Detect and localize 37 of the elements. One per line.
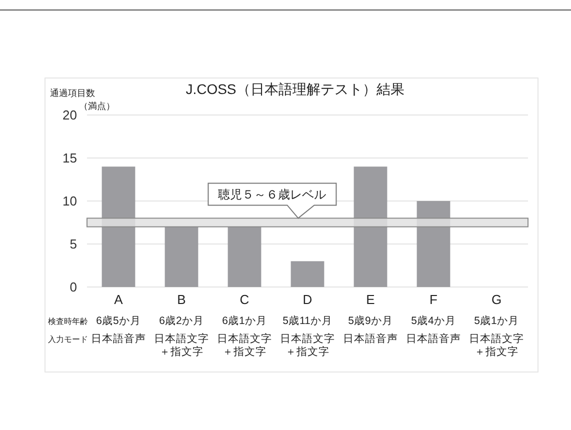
y-tick-label: 0	[70, 280, 77, 294]
text: 日本語文字＋指文字	[280, 332, 335, 358]
band-label: 聴児５～６歳レベル	[218, 188, 326, 202]
y-axis-title: 通過項目数	[50, 88, 95, 98]
x-tick-label: B	[177, 292, 186, 307]
x-tick-label: G	[491, 292, 502, 307]
bar	[228, 226, 262, 287]
x-tick-label: C	[240, 292, 250, 307]
y-tick-label: 20	[62, 108, 77, 122]
text: 日本語音声	[406, 332, 461, 345]
y-tick-label: 15	[62, 150, 77, 166]
x-tick-label: F	[430, 292, 438, 307]
bar	[354, 166, 388, 287]
bar	[164, 226, 198, 287]
y-tick-label: 10	[62, 194, 77, 208]
text: 5歳11か月	[282, 314, 332, 327]
text: （満点）	[79, 101, 115, 111]
text: 入力モード	[48, 335, 88, 344]
text: 6歳5か月	[96, 314, 141, 327]
text: 日本語音声	[343, 332, 398, 345]
text: 6歳2か月	[159, 314, 204, 327]
bar	[290, 261, 324, 287]
text: 検査時年齢	[48, 317, 88, 326]
text: 5歳1か月	[474, 314, 519, 327]
text: 日本語音声	[91, 332, 146, 345]
text: 5歳9か月	[348, 314, 393, 327]
y-tick-label: 5	[70, 236, 77, 252]
x-tick-label: A	[114, 292, 124, 307]
text: 日本語文字＋指文字	[154, 332, 209, 358]
chart-title: J.COSS（日本語理解テスト）結果	[186, 81, 404, 97]
text: 日本語文字＋指文字	[217, 332, 272, 358]
x-tick-label: D	[302, 292, 312, 307]
text: 6歳1か月	[222, 314, 267, 327]
bar	[102, 166, 136, 287]
x-tick-label: E	[366, 292, 376, 307]
text: 日本語文字＋指文字	[469, 332, 524, 358]
text: 5歳4か月	[411, 314, 456, 327]
